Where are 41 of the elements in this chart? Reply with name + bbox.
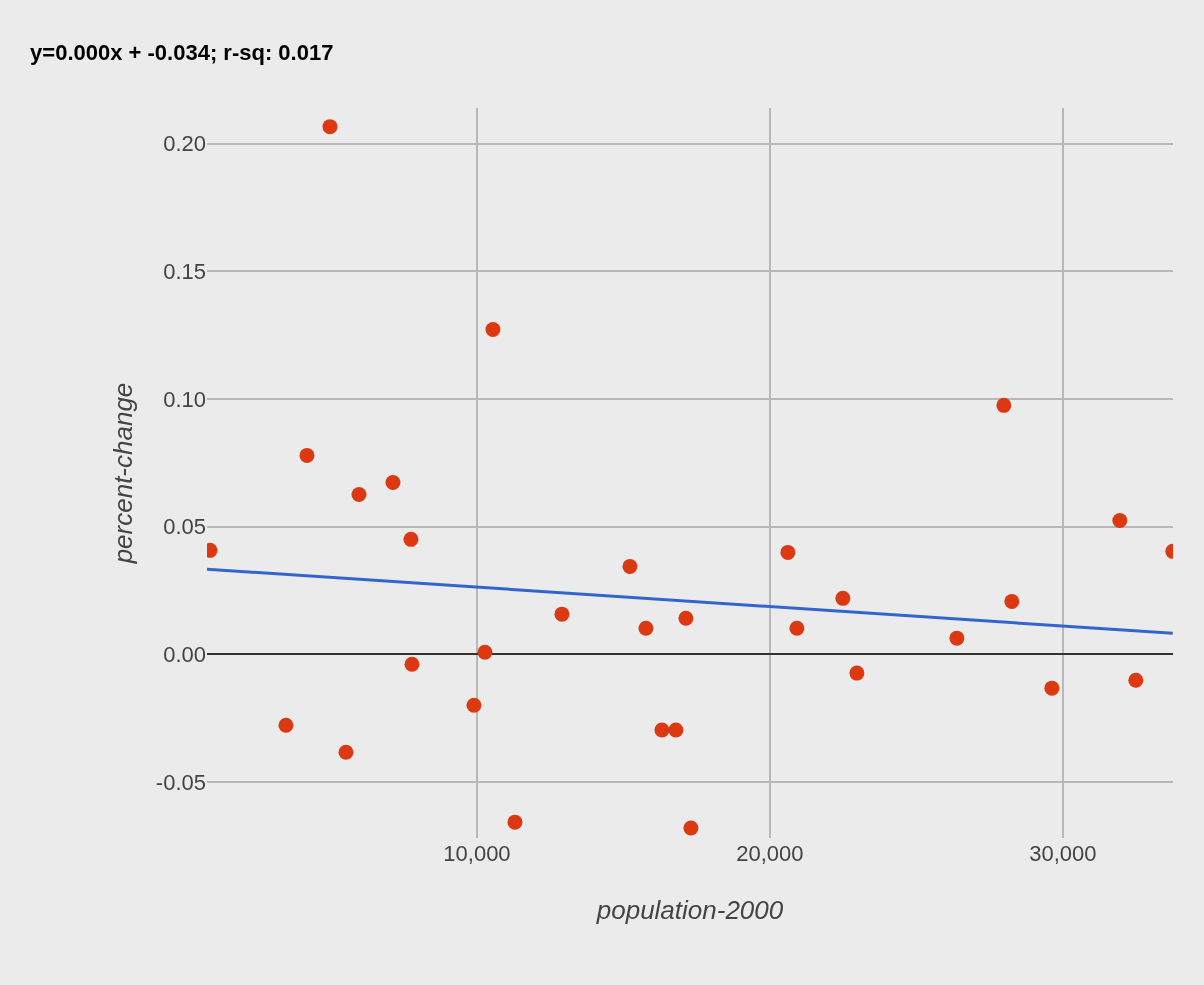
point <box>477 644 493 660</box>
y-tick-label: 0.05 <box>163 514 206 540</box>
point <box>789 620 805 636</box>
point <box>638 620 654 636</box>
y-axis-title: percent-change <box>108 382 139 565</box>
x-tick-label: 20,000 <box>736 841 804 866</box>
y-tick-label: 0.00 <box>163 641 206 667</box>
chart-title: y=0.000x + -0.034; r-sq: 0.017 <box>30 39 334 65</box>
point <box>949 630 965 646</box>
point <box>668 722 684 738</box>
point <box>554 606 570 622</box>
x-axis-title: population-2000 <box>595 894 784 925</box>
point <box>338 744 354 760</box>
point <box>849 665 865 681</box>
point <box>835 590 851 606</box>
y-tick-label: 0.15 <box>163 259 206 285</box>
point <box>278 717 294 733</box>
y-tick-label: 0.20 <box>163 131 206 157</box>
point <box>466 697 482 713</box>
point <box>299 447 315 463</box>
point <box>996 397 1012 413</box>
point <box>351 486 367 502</box>
point <box>385 474 401 490</box>
point <box>404 656 420 672</box>
point <box>1128 672 1144 688</box>
x-tick-label: 10,000 <box>443 841 511 866</box>
point <box>683 820 699 836</box>
point <box>322 119 338 135</box>
x-tick-label: 30,000 <box>1029 841 1097 866</box>
point <box>1112 512 1128 528</box>
point <box>780 544 796 560</box>
point <box>678 610 694 626</box>
point <box>654 722 670 738</box>
point <box>622 558 638 574</box>
point <box>1004 593 1020 609</box>
point <box>403 531 419 547</box>
y-tick-label: -0.05 <box>155 769 206 795</box>
y-tick-label: 0.10 <box>163 386 206 412</box>
point <box>1044 680 1060 696</box>
point <box>507 814 523 830</box>
point <box>485 322 501 338</box>
